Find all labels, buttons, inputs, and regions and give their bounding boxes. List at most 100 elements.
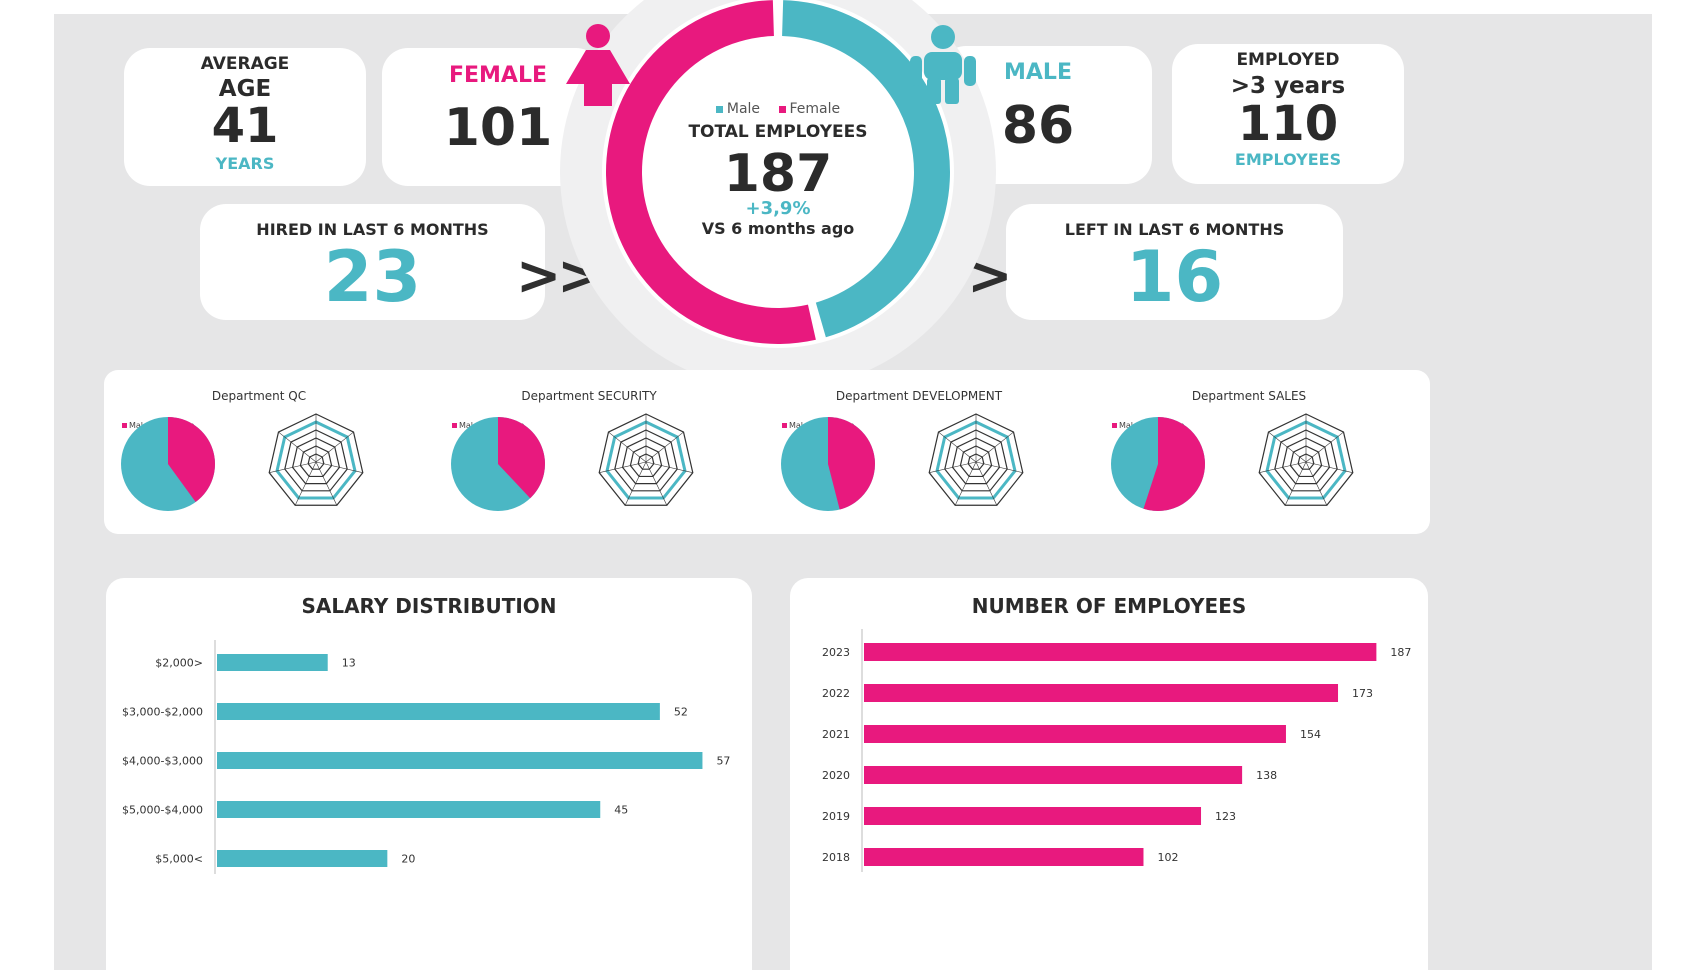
radar-ring <box>307 453 325 470</box>
chart-bar <box>864 684 1339 702</box>
radar-ring <box>621 437 671 485</box>
radar-ring <box>614 429 678 492</box>
chart-bar <box>217 703 660 720</box>
radar-spoke <box>1284 461 1307 506</box>
radar-spoke <box>269 461 317 473</box>
chart-bar <box>864 848 1144 866</box>
employees-chart-title: NUMBER OF EMPLOYEES <box>971 594 1247 618</box>
radar-ring <box>951 437 1001 485</box>
radar-ring <box>935 420 1017 500</box>
salary-distribution-panel <box>106 578 752 970</box>
chart-category-label: $2,000> <box>155 657 203 670</box>
legend-female-marker <box>778 105 786 113</box>
radar-ring <box>967 453 985 470</box>
hired-value: 23 <box>323 236 422 318</box>
legend-male-label: Male <box>129 421 148 430</box>
radar-spoke <box>294 461 317 506</box>
department-pie-female <box>498 417 545 499</box>
department-title: Department DEVELOPMENT <box>835 389 1003 403</box>
chart-category-label: 2022 <box>822 687 850 700</box>
chart-bar <box>217 654 328 671</box>
total-employees-value: 187 <box>723 144 833 204</box>
radar-spoke <box>315 461 363 473</box>
radar-ring <box>291 437 341 485</box>
radar-ring <box>268 413 364 506</box>
radar-spoke <box>954 461 977 506</box>
department-charts <box>781 413 1024 511</box>
chart-bar <box>217 752 703 769</box>
radar-ring <box>629 445 663 478</box>
employed-unit: EMPLOYEES <box>1234 150 1342 169</box>
chart-category-label: $5,000< <box>155 853 203 866</box>
department-charts <box>451 413 694 511</box>
total-legend: Male Female <box>678 101 878 117</box>
department-pie-female <box>1143 417 1205 511</box>
radar-ring <box>605 420 687 500</box>
employed-value: 110 <box>1237 96 1339 152</box>
legend-female-marker <box>1112 423 1117 428</box>
chart-bar <box>217 801 601 818</box>
donut-segment-female <box>606 0 816 345</box>
radar-spoke <box>1305 431 1344 463</box>
chart-bar <box>864 807 1202 825</box>
chart-category-label: 2019 <box>822 810 850 823</box>
radar-spoke <box>975 461 1023 473</box>
radar-spoke <box>929 461 977 473</box>
donut-segment-male <box>782 0 951 338</box>
chart-value-label: 173 <box>1352 687 1373 700</box>
radar-spoke <box>1305 461 1353 473</box>
radar-ring <box>284 429 348 492</box>
left-card <box>1006 204 1343 320</box>
department-charts <box>121 413 364 511</box>
employed-card <box>1172 44 1404 184</box>
department-title: Department SECURITY <box>521 389 657 403</box>
chart-category-label: 2020 <box>822 769 850 782</box>
radar-ring <box>275 420 357 500</box>
average-age-card <box>124 48 366 186</box>
legend-female-marker <box>452 423 457 428</box>
chart-bar <box>864 725 1286 743</box>
department-pie-female <box>168 417 215 503</box>
legend-female-marker <box>782 423 787 428</box>
radar-spoke <box>975 431 1014 463</box>
legend-male-label: Male <box>789 421 808 430</box>
total-employees-label: TOTAL EMPLOYEES <box>688 122 868 142</box>
radar-spoke <box>645 431 684 463</box>
average-age-value: 41 <box>211 98 279 154</box>
total-change: +3,9% <box>745 198 811 219</box>
hired-label: HIRED IN LAST 6 MONTHS <box>256 220 489 239</box>
radar-spoke <box>315 431 354 463</box>
donut-plate <box>602 0 954 348</box>
chart-value-label: 123 <box>1215 810 1236 823</box>
radar-spoke <box>278 431 317 463</box>
salary-chart-title: SALARY DISTRIBUTION <box>301 594 557 618</box>
radar-ring <box>1274 429 1338 492</box>
chart-category-label: 2021 <box>822 728 850 741</box>
chart-value-label: 187 <box>1390 646 1411 659</box>
hired-card <box>200 204 545 320</box>
chart-category-label: $5,000-$4,000 <box>122 804 203 817</box>
legend-male-label: Male <box>726 101 761 117</box>
average-age-caption-2: AGE <box>218 76 272 102</box>
chart-value-label: 52 <box>674 706 688 719</box>
chart-value-label: 57 <box>716 755 730 768</box>
radar-spoke <box>608 431 647 463</box>
employed-caption-2: >3 years <box>1230 73 1346 99</box>
female-label: FEMALE <box>448 63 548 88</box>
radar-ring <box>299 445 333 478</box>
chart-value-label: 13 <box>342 657 356 670</box>
radar-ring <box>1297 453 1315 470</box>
chart-bar <box>864 766 1243 784</box>
radar-spoke <box>645 461 693 473</box>
radar-spoke <box>315 461 338 506</box>
average-age-caption: AVERAGE <box>200 54 290 74</box>
male-person-icon <box>910 25 976 104</box>
radar-spoke <box>645 461 668 506</box>
female-value: 101 <box>443 98 553 158</box>
radar-spoke <box>975 461 998 506</box>
radar-spoke <box>1259 461 1307 473</box>
legend-female-marker <box>122 423 127 428</box>
department-title: Department QC <box>211 389 307 403</box>
